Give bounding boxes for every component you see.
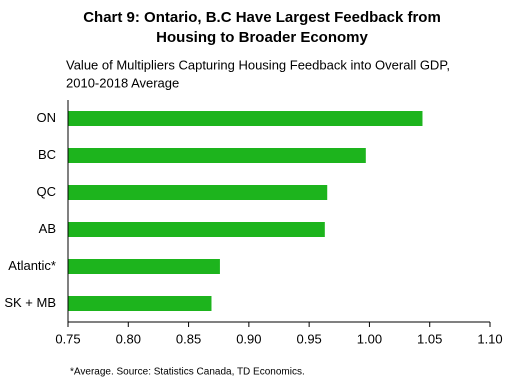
- chart-title: Housing to Broader Economy: [156, 29, 368, 46]
- y-tick-label: QC: [37, 184, 57, 199]
- y-tick-label: Atlantic*: [8, 258, 56, 273]
- x-tick-label: 0.90: [236, 331, 261, 346]
- chart-title: Chart 9: Ontario, B.C Have Largest Feedb…: [83, 9, 441, 26]
- subtitle: Value of Multipliers Capturing Housing F…: [66, 57, 450, 72]
- x-tick-label: 0.75: [55, 331, 80, 346]
- y-tick-label: SK + MB: [4, 295, 56, 310]
- bar: [68, 185, 328, 200]
- bar: [68, 148, 366, 163]
- x-tick-label: 1.00: [357, 331, 382, 346]
- bar: [68, 259, 220, 274]
- bar: [68, 296, 212, 311]
- x-tick-label: 0.80: [116, 331, 141, 346]
- y-tick-label: BC: [38, 147, 56, 162]
- y-tick-label: AB: [39, 221, 56, 236]
- x-tick-label: 0.95: [296, 331, 321, 346]
- x-tick-label: 0.85: [176, 331, 201, 346]
- subtitle: 2010-2018 Average: [66, 75, 179, 90]
- bar: [68, 222, 325, 237]
- x-tick-label: 1.10: [477, 331, 502, 346]
- y-tick-label: ON: [37, 110, 57, 125]
- bar: [68, 111, 423, 126]
- footnote: *Average. Source: Statistics Canada, TD …: [70, 367, 305, 378]
- x-tick-label: 1.05: [417, 331, 442, 346]
